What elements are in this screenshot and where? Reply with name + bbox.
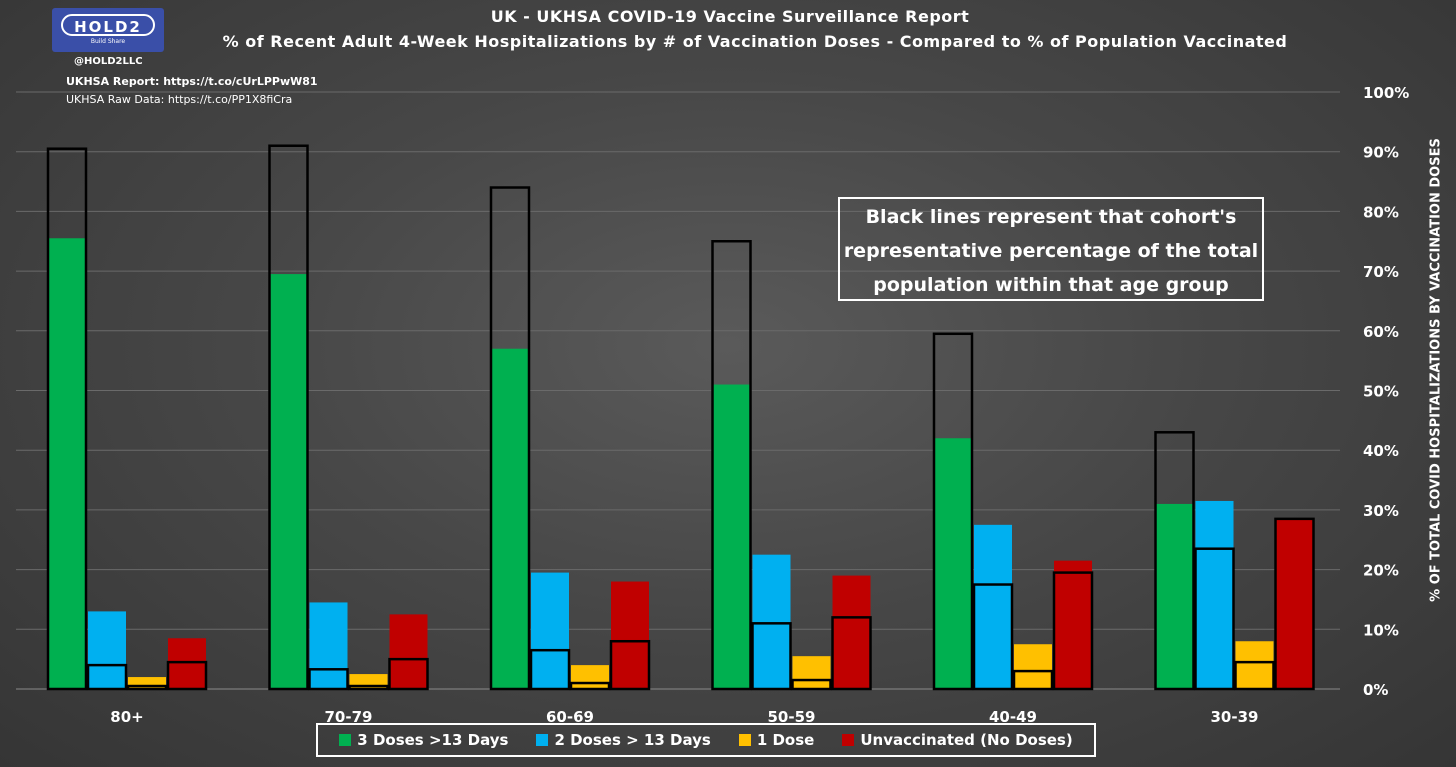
bar	[128, 677, 166, 689]
population-outline	[46, 147, 88, 691]
bar	[1275, 518, 1314, 689]
bar	[491, 348, 529, 689]
population-outline	[86, 663, 128, 691]
bar	[48, 238, 86, 689]
y-tick-label: 60%	[1363, 323, 1399, 341]
legend-item-unvaccinated: Unvaccinated (No Doses)	[842, 731, 1073, 749]
bar	[792, 656, 831, 689]
population-outline	[932, 332, 974, 691]
raw-data-link[interactable]: UKHSA Raw Data: https://t.co/PP1X8fiCra	[66, 93, 293, 106]
population-outline	[489, 186, 531, 691]
author-handle: @HOLD2LLC	[74, 56, 143, 67]
y-tick-label: 70%	[1363, 263, 1399, 281]
y-tick-label: 90%	[1363, 144, 1399, 162]
population-outline	[268, 144, 309, 691]
population-outline	[1012, 669, 1054, 691]
legend-item-2-doses: 2 Doses > 13 Days	[536, 731, 711, 749]
legend-item-1-dose: 1 Dose	[738, 731, 815, 749]
population-outline	[1274, 517, 1315, 691]
x-tick-label: 60-69	[546, 708, 594, 726]
legend-item-3-doses: 3 Doses >13 Days	[339, 731, 508, 749]
chart-title: UK - UKHSA COVID-19 Vaccine Surveillance…	[490, 7, 970, 26]
y-tick-label: 30%	[1363, 502, 1399, 520]
population-outline	[831, 616, 872, 691]
bar	[389, 614, 428, 689]
x-tick-label: 50-59	[768, 708, 816, 726]
population-outline	[126, 684, 168, 691]
legend-label-unvaccinated: Unvaccinated (No Doses)	[860, 731, 1073, 749]
population-outline	[1194, 547, 1235, 691]
y-tick-label: 100%	[1363, 84, 1409, 102]
bar	[832, 575, 871, 689]
legend-swatch-2-doses	[536, 734, 549, 746]
population-outline	[751, 622, 792, 691]
logo-subtext: Build Share	[90, 38, 126, 45]
legend-label-1-dose: 1 Dose	[756, 731, 815, 749]
population-outline	[1154, 431, 1195, 691]
bar	[1235, 641, 1274, 689]
population-outline	[529, 648, 571, 691]
y-tick-label: 50%	[1363, 383, 1399, 401]
bar	[269, 274, 308, 689]
y-tick-label: 80%	[1363, 203, 1399, 221]
population-outline	[166, 660, 208, 691]
y-tick-label: 10%	[1363, 621, 1399, 639]
bar	[88, 611, 126, 689]
bar	[1014, 644, 1052, 689]
legend-label-3-doses: 3 Doses >13 Days	[357, 731, 509, 749]
x-tick-label: 40-49	[989, 708, 1037, 726]
bar	[531, 572, 569, 689]
x-tick-label: 70-79	[325, 708, 373, 726]
bar	[168, 638, 206, 689]
legend-swatch-3-doses	[339, 734, 352, 746]
chart-subtitle: % of Recent Adult 4-Week Hospitalization…	[222, 32, 1288, 51]
population-outline	[1052, 571, 1094, 691]
bar	[752, 554, 791, 689]
population-outline	[972, 583, 1014, 691]
population-outline	[711, 240, 752, 691]
bar	[934, 438, 972, 689]
report-link[interactable]: UKHSA Report: https://t.co/cUrLPPwW81	[66, 75, 318, 88]
population-outline	[348, 684, 389, 691]
population-outline	[609, 639, 651, 691]
bar	[309, 602, 348, 689]
population-outline	[308, 668, 349, 691]
population-outline	[569, 681, 611, 691]
population-outline	[791, 678, 832, 691]
bar	[1195, 500, 1234, 689]
y-tick-label: 40%	[1363, 442, 1399, 460]
bar	[611, 581, 649, 689]
legend: 3 Doses >13 Days 2 Doses > 13 Days 1 Dos…	[316, 723, 1096, 757]
x-tick-label: 80+	[110, 708, 143, 726]
bar	[1155, 503, 1194, 689]
x-tick-label: 30-39	[1211, 708, 1259, 726]
population-outline	[388, 657, 429, 691]
legend-label-2-doses: 2 Doses > 13 Days	[554, 731, 711, 749]
population-outline	[1234, 660, 1275, 691]
hold2-logo: HOLD2 Build Share	[52, 8, 164, 52]
bar	[974, 524, 1012, 689]
callout-note: Black lines represent that cohort's repr…	[838, 197, 1264, 301]
bar	[712, 384, 751, 689]
bar	[571, 665, 609, 689]
legend-swatch-unvaccinated	[842, 734, 855, 746]
legend-swatch-1-dose	[738, 734, 751, 746]
y-tick-label: 0%	[1363, 681, 1388, 699]
bar	[1054, 560, 1092, 689]
y-tick-label: 20%	[1363, 562, 1399, 580]
logo-text: HOLD2	[61, 14, 155, 36]
